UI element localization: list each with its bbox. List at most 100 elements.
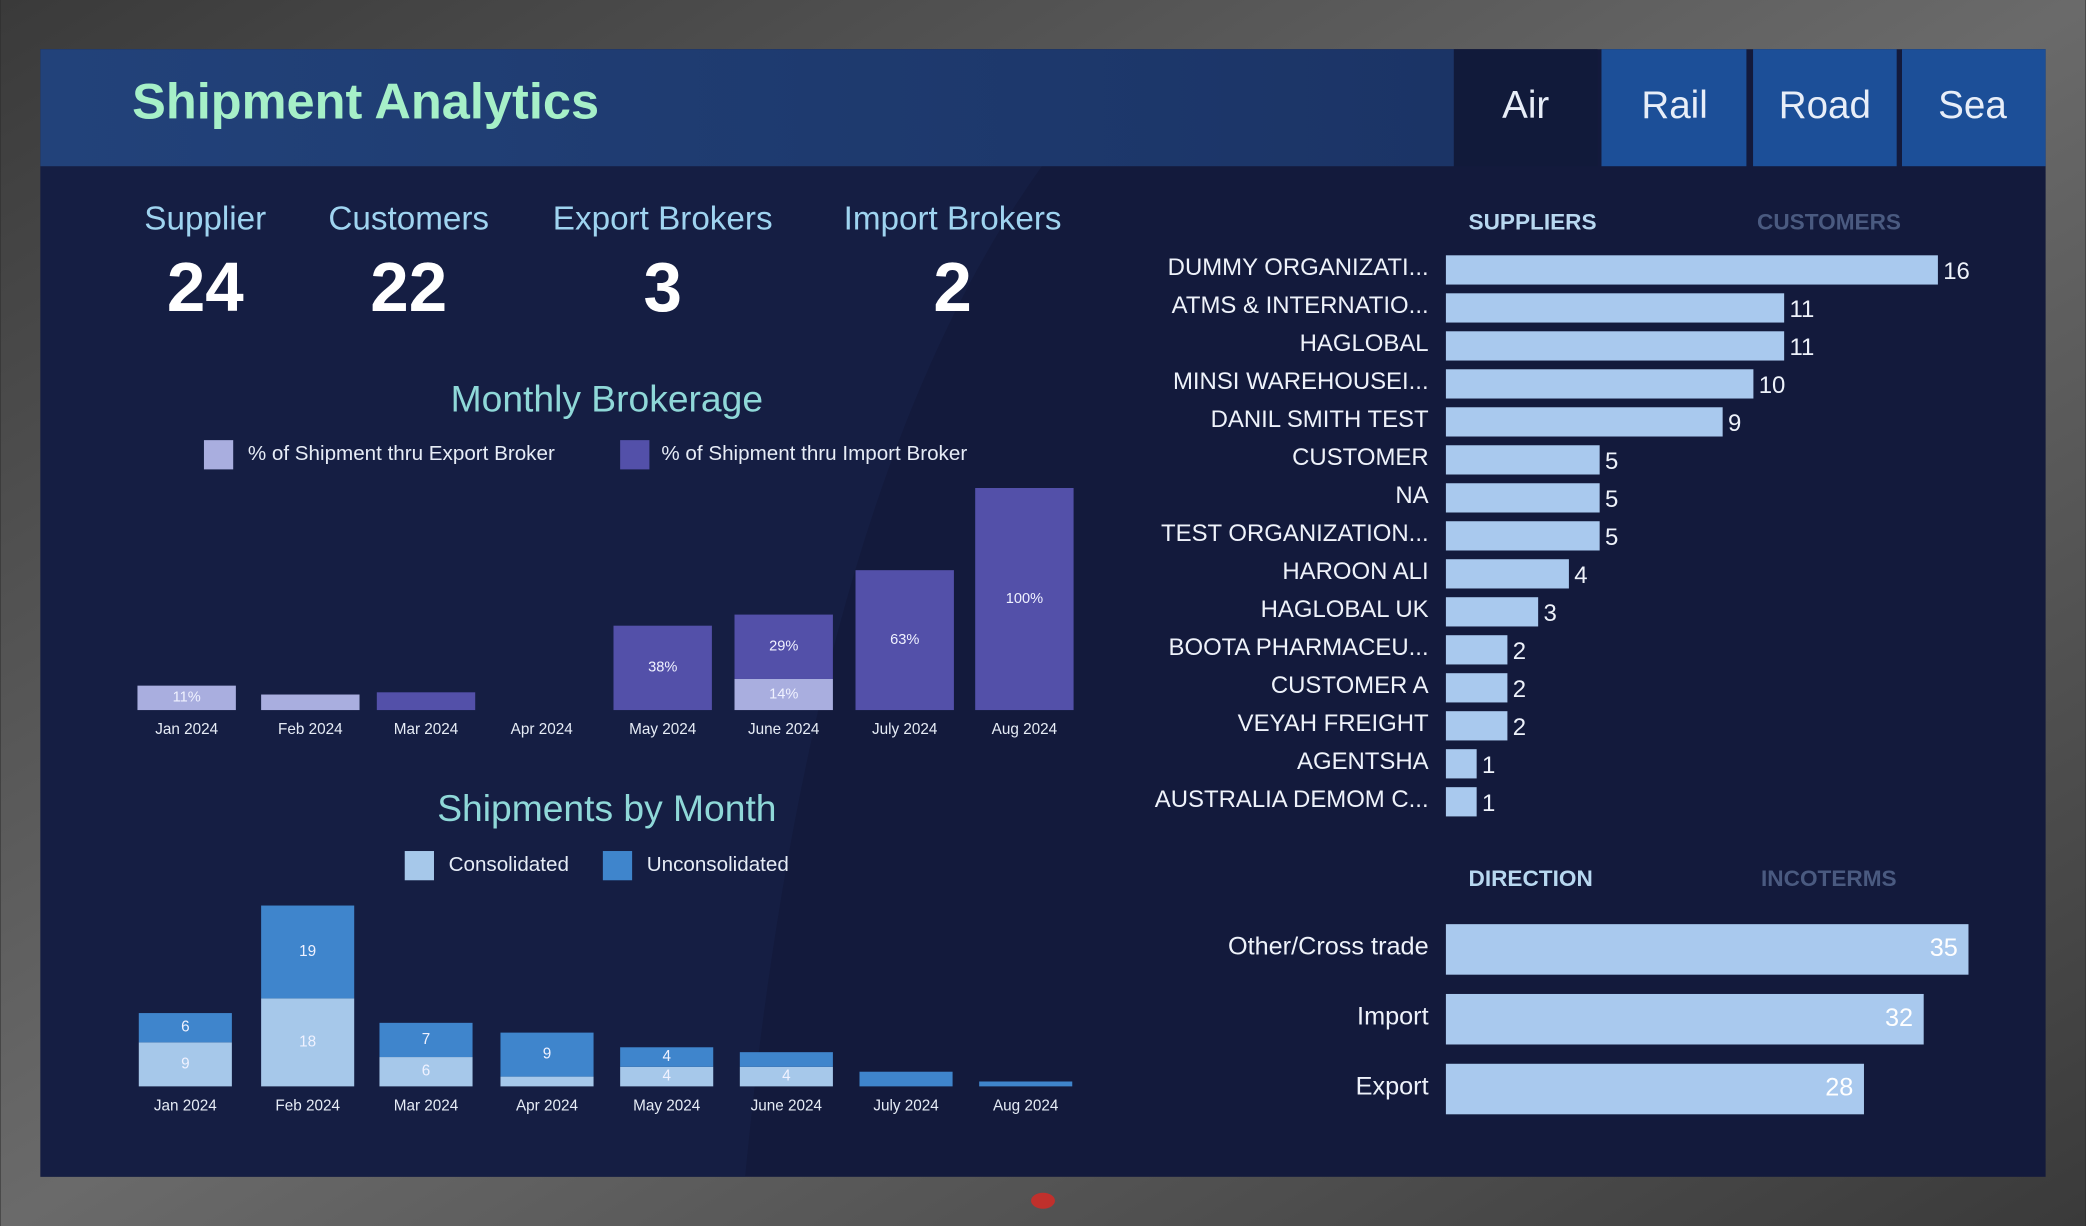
- bar: [1445, 673, 1508, 703]
- bar: [1445, 711, 1508, 741]
- value-label: 16: [1943, 258, 1970, 285]
- bar-segment: [379, 1057, 473, 1087]
- category-label: NA: [1395, 482, 1428, 509]
- bar: [1445, 993, 1924, 1045]
- legend-swatch: [620, 440, 650, 470]
- category-label: HAGLOBAL: [1300, 330, 1429, 357]
- tab-bg[interactable]: [1753, 49, 1897, 167]
- tab[interactable]: INCOTERMS: [1761, 866, 1897, 891]
- tab[interactable]: Sea: [1938, 84, 2007, 127]
- bar: [1445, 787, 1477, 817]
- x-tick-label: June 2024: [751, 1097, 823, 1114]
- tab[interactable]: Air: [1502, 84, 1549, 127]
- bar: [1445, 407, 1723, 437]
- x-tick-label: Jan 2024: [154, 1097, 217, 1114]
- bar: [1445, 924, 1969, 975]
- tab[interactable]: SUPPLIERS: [1469, 209, 1597, 234]
- tab-bg[interactable]: [1901, 49, 2046, 167]
- bar-segment: [739, 1052, 833, 1067]
- value-label: 9: [543, 1046, 552, 1063]
- stat-value: 3: [643, 248, 681, 326]
- value-label: 2: [1513, 676, 1526, 703]
- x-tick-label: Aug 2024: [993, 1097, 1059, 1114]
- category-label: CUSTOMER: [1292, 444, 1428, 471]
- value-label: 5: [1605, 524, 1618, 551]
- value-label: 1: [1482, 790, 1495, 817]
- tab-bg[interactable]: [1453, 49, 1598, 167]
- bar-segment: [500, 1032, 594, 1077]
- stat-value: 22: [370, 248, 447, 326]
- bar: [1445, 521, 1600, 551]
- x-tick-label: July 2024: [872, 721, 938, 738]
- bar: [1445, 635, 1508, 665]
- value-label: 63%: [890, 632, 919, 648]
- bar-segment: [855, 570, 954, 711]
- value-label: 4: [662, 1048, 671, 1065]
- stat-label: Customers: [328, 201, 489, 238]
- stat-value: 24: [167, 248, 244, 326]
- glare: [40, 49, 1145, 1177]
- header: [40, 49, 1454, 167]
- value-label: 35: [1930, 934, 1958, 962]
- category-label: ATMS & INTERNATIO...: [1172, 292, 1429, 319]
- value-label: 11: [1789, 334, 1814, 361]
- bar-segment: [138, 1042, 232, 1087]
- x-tick-label: Mar 2024: [394, 721, 459, 738]
- value-label: 10: [1759, 372, 1786, 399]
- value-label: 38%: [648, 660, 677, 676]
- bar: [1445, 1063, 1864, 1115]
- stat-label: Import Brokers: [844, 201, 1062, 238]
- category-label: HAGLOBAL UK: [1261, 596, 1429, 623]
- x-tick-label: June 2024: [748, 721, 820, 738]
- tab[interactable]: Rail: [1641, 84, 1707, 127]
- x-tick-label: Aug 2024: [992, 721, 1058, 738]
- value-label: 2: [1513, 714, 1526, 741]
- value-label: 100%: [1006, 591, 1043, 607]
- category-label: TEST ORGANIZATION...: [1161, 520, 1429, 547]
- bar: [1445, 445, 1600, 475]
- bar-segment: [739, 1066, 833, 1087]
- tab[interactable]: CUSTOMERS: [1757, 209, 1901, 234]
- bar-segment: [734, 614, 833, 679]
- value-label: 11%: [173, 690, 201, 706]
- title: Shipment Analytics: [132, 72, 599, 129]
- bar-segment: [500, 1076, 594, 1087]
- category-label: AUSTRALIA DEMOM C...: [1155, 786, 1429, 813]
- value-label: 5: [1605, 448, 1618, 475]
- tab[interactable]: Road: [1779, 84, 1871, 127]
- category-label: MINSI WAREHOUSEI...: [1173, 368, 1429, 395]
- bar-segment: [379, 1022, 473, 1058]
- stat-label: Export Brokers: [553, 201, 773, 238]
- category-label: Import: [1357, 1003, 1429, 1031]
- x-tick-label: Apr 2024: [516, 1097, 579, 1114]
- category-label: HAROON ALI: [1282, 558, 1428, 585]
- bar-segment: [734, 678, 833, 711]
- tab[interactable]: DIRECTION: [1469, 866, 1593, 891]
- legend-swatch: [404, 851, 434, 881]
- bar-segment: [261, 998, 355, 1087]
- indicator: [1031, 1192, 1055, 1209]
- bar-segment: [613, 625, 712, 711]
- value-label: 19: [299, 943, 316, 960]
- category-label: Export: [1356, 1072, 1429, 1100]
- value-label: 1: [1482, 752, 1495, 779]
- category-label: BOOTA PHARMACEU...: [1169, 634, 1429, 661]
- bar: [1445, 597, 1539, 627]
- value-label: 32: [1885, 1004, 1913, 1032]
- bar-segment: [376, 692, 476, 711]
- value-label: 28: [1825, 1074, 1853, 1102]
- bar: [1445, 559, 1569, 589]
- bar-segment: [975, 488, 1074, 711]
- bar: [1445, 749, 1477, 779]
- x-tick-label: May 2024: [629, 721, 697, 738]
- value-label: 9: [181, 1055, 190, 1072]
- value-label: 14%: [769, 686, 798, 702]
- value-label: 2: [1513, 638, 1526, 665]
- legend-label: Consolidated: [449, 853, 569, 876]
- tab-bg[interactable]: [1601, 49, 1747, 167]
- legend-label: Unconsolidated: [647, 853, 789, 876]
- value-label: 4: [662, 1068, 671, 1085]
- value-label: 7: [422, 1031, 431, 1048]
- value-label: 29%: [769, 639, 798, 655]
- bar-segment: [261, 905, 355, 999]
